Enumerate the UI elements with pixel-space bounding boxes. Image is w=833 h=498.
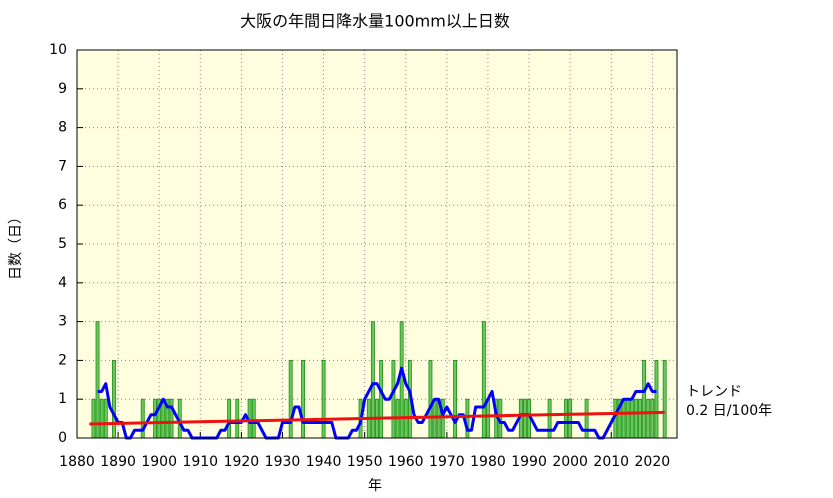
bar <box>428 359 433 439</box>
y-tick-label: 2 <box>58 352 67 368</box>
x-tick-label: 1980 <box>470 454 506 470</box>
bar <box>633 398 638 439</box>
plot-frame <box>76 49 678 439</box>
y-tick-label: 0 <box>58 430 67 446</box>
bar <box>95 321 100 439</box>
y-tick-label: 7 <box>58 158 67 174</box>
y-tick-label: 4 <box>58 275 67 291</box>
trend-rate: 0.2 日/100年 <box>686 403 772 419</box>
bar <box>99 398 104 439</box>
bar <box>621 398 626 439</box>
x-tick-label: 2000 <box>552 454 588 470</box>
x-tick-label: 1880 <box>59 454 95 470</box>
x-tick-label: 1920 <box>224 454 260 470</box>
moving-average-line <box>97 366 657 440</box>
x-tick-label: 2020 <box>635 454 671 470</box>
y-tick-label: 5 <box>58 236 67 252</box>
bar <box>547 398 552 439</box>
x-tick-label: 1960 <box>388 454 424 470</box>
y-tick-label: 8 <box>58 120 67 136</box>
x-tick-label: 2010 <box>593 454 629 470</box>
trend-label: トレンド <box>686 384 742 400</box>
bar <box>321 359 326 439</box>
bar <box>161 398 166 439</box>
bar <box>481 321 486 439</box>
bar <box>568 398 573 439</box>
x-tick-label: 1950 <box>347 454 383 470</box>
y-axis-label: 日数（日） <box>8 210 24 280</box>
bar <box>235 398 240 439</box>
bar <box>379 359 384 439</box>
bar <box>629 398 634 439</box>
x-tick-label: 1910 <box>182 454 218 470</box>
y-tick-label: 1 <box>58 391 67 407</box>
bar <box>288 359 293 439</box>
y-tick-label: 9 <box>58 81 67 97</box>
bar <box>564 398 568 439</box>
bar <box>103 398 108 439</box>
x-tick-label: 1930 <box>265 454 301 470</box>
bar <box>153 398 158 439</box>
x-axis-label: 年 <box>368 478 382 494</box>
bar <box>584 398 589 439</box>
x-tick-label: 1900 <box>141 454 177 470</box>
bar <box>646 398 651 439</box>
bar <box>169 398 174 439</box>
bar <box>523 398 527 439</box>
bar <box>227 398 231 439</box>
trend-line <box>89 410 665 426</box>
bar <box>251 398 256 439</box>
y-tick-label: 3 <box>58 314 67 330</box>
bar <box>453 359 458 439</box>
bar <box>625 398 630 439</box>
bar <box>301 359 305 439</box>
bar <box>654 359 659 439</box>
bar <box>91 398 96 439</box>
chart-title: 大阪の年間日降水量100mm以上日数 <box>240 12 510 31</box>
bar <box>432 398 437 439</box>
y-tick-label: 6 <box>58 197 67 213</box>
bar <box>112 359 116 439</box>
x-tick-label: 1990 <box>511 454 547 470</box>
x-tick-label: 1890 <box>100 454 136 470</box>
bar <box>140 398 145 439</box>
bar <box>662 359 667 439</box>
bar <box>465 398 470 439</box>
bar <box>638 398 642 439</box>
bar <box>391 359 396 439</box>
bar <box>370 321 375 439</box>
y-tick-label: 10 <box>49 42 67 58</box>
bar <box>486 398 490 439</box>
bar <box>650 398 655 439</box>
x-tick-label: 1970 <box>429 454 465 470</box>
x-tick-label: 1940 <box>306 454 342 470</box>
bar <box>399 321 404 439</box>
bar <box>642 359 647 439</box>
